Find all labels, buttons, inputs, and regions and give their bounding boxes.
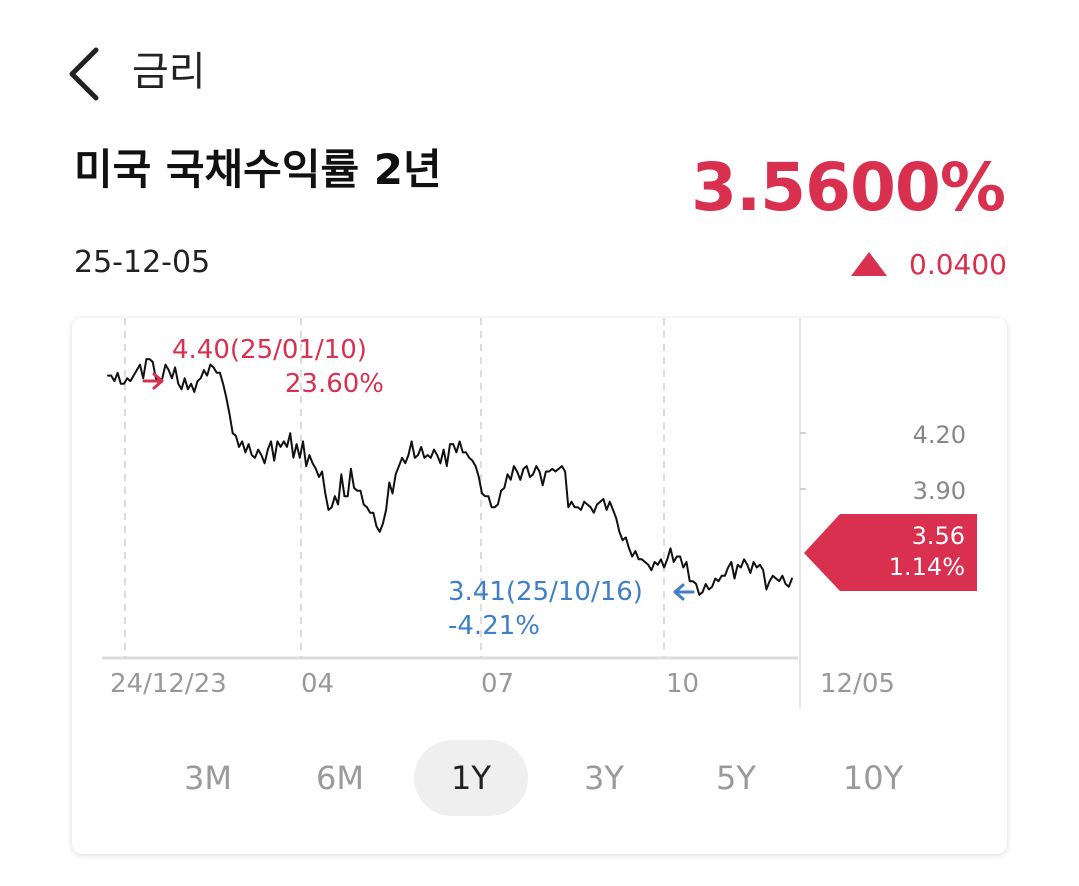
current-value: 3.56 [912, 522, 965, 550]
change-value: 0.0400 [909, 247, 1007, 281]
high-value-label: 4.40(25/01/10) [172, 335, 367, 365]
y-tick-label: 3.90 [913, 477, 966, 505]
arrow-right-icon [142, 372, 164, 390]
tab-3y[interactable]: 3Y [584, 759, 624, 797]
x-tick-label: 24/12/23 [110, 669, 227, 699]
x-tick-label: 12/05 [820, 669, 895, 699]
chart-card: 4.20 3.90 24/12/23 04 07 10 12/05 4.40(2… [72, 318, 1007, 854]
tab-6m[interactable]: 6M [316, 759, 364, 797]
price-value: 3.5600% [691, 149, 1006, 226]
tab-3m[interactable]: 3M [184, 759, 232, 797]
tab-10y[interactable]: 10Y [842, 759, 904, 797]
high-marker: 4.40(25/01/10) 23.60% [142, 335, 384, 399]
price-date: 25-12-05 [74, 245, 211, 280]
low-value-label: 3.41(25/10/16) [448, 577, 643, 607]
price-change: 0.0400 [851, 246, 1007, 282]
arrow-left-icon [673, 583, 695, 601]
price-chart[interactable]: 4.20 3.90 24/12/23 04 07 10 12/05 4.40(2… [72, 318, 1007, 718]
instrument-name: 미국 국채수익률 2년 [74, 145, 442, 194]
low-marker: 3.41(25/10/16) -4.21% [448, 577, 695, 641]
series-line [107, 358, 793, 596]
x-tick-label: 10 [666, 669, 699, 699]
triangle-up-icon [851, 252, 888, 276]
current-pct: 1.14% [889, 553, 965, 581]
range-tabs: 3M 6M 1Y 3Y 5Y 10Y [72, 740, 1007, 816]
y-tick-label: 4.20 [913, 421, 966, 449]
chevron-left-icon [69, 47, 99, 101]
tab-5y[interactable]: 5Y [716, 759, 756, 797]
chart-grid [102, 318, 806, 708]
high-pct-label: 23.60% [285, 369, 384, 399]
back-button[interactable] [62, 44, 114, 104]
page-title: 금리 [132, 49, 206, 95]
current-price-tag: 3.56 1.14% [804, 514, 977, 591]
x-tick-label: 04 [301, 669, 334, 699]
x-tick-label: 07 [481, 669, 514, 699]
tab-1y[interactable]: 1Y [414, 740, 528, 816]
low-pct-label: -4.21% [448, 611, 540, 641]
